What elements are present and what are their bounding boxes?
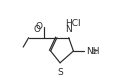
Text: O: O	[33, 25, 40, 34]
Text: HCl: HCl	[66, 19, 81, 28]
Text: NH: NH	[86, 47, 99, 56]
Text: O: O	[35, 22, 42, 31]
Text: N: N	[65, 25, 72, 34]
Text: S: S	[57, 68, 63, 77]
Text: 2: 2	[93, 49, 97, 55]
